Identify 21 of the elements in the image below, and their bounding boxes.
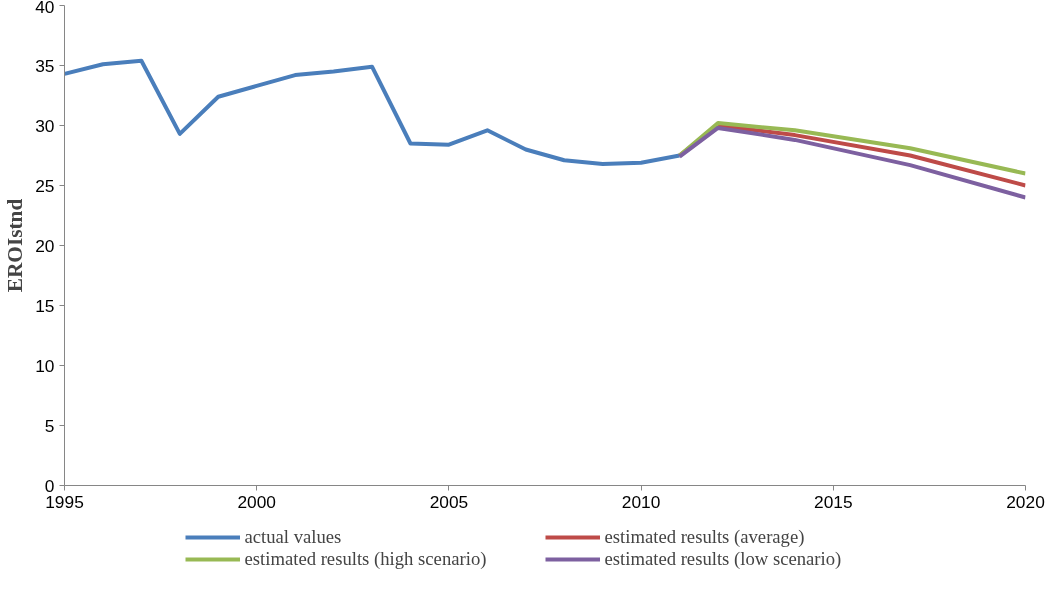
x-tick-label: 2020 (1006, 491, 1045, 512)
x-tick-label: 2005 (429, 491, 469, 512)
x-tick-label: 2010 (621, 491, 661, 512)
y-tick-label: 20 (35, 235, 55, 256)
x-tick-label: 2000 (237, 491, 276, 512)
y-tick-label: 5 (44, 415, 55, 436)
x-tick-label: 2015 (814, 491, 853, 512)
y-tick-label: 40 (35, 0, 55, 17)
legend-label: estimated results (low scenario) (604, 547, 843, 570)
legend-label: estimated results (average) (604, 525, 806, 548)
y-tick-label: 10 (35, 355, 55, 376)
line-series (677, 121, 1026, 176)
line-series (64, 58, 682, 166)
y-tick-label: 35 (35, 55, 55, 76)
y-tick-label: 15 (35, 295, 55, 316)
legend-label: estimated results (high scenario) (244, 547, 488, 570)
y-tick-label: 25 (35, 175, 55, 196)
y-axis-title: EROIstnd (3, 198, 28, 293)
legend-label: actual values (244, 525, 343, 548)
line-series (677, 125, 1026, 200)
y-tick-label: 30 (35, 115, 55, 136)
